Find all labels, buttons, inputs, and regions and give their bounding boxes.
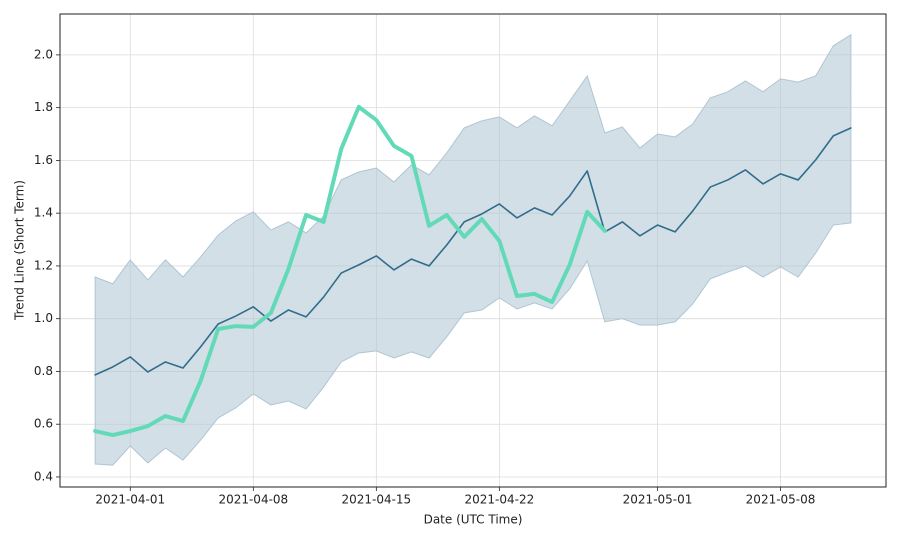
- x-tick-label: 2021-05-01: [623, 493, 693, 507]
- x-tick-label: 2021-04-08: [218, 493, 288, 507]
- line: [93, 104, 607, 438]
- plot-frame: [59, 13, 887, 488]
- y-tick-label: 1.8: [34, 100, 53, 114]
- line: [94, 127, 852, 376]
- x-tick-label: 2021-05-08: [746, 493, 816, 507]
- y-tick-label: 0.6: [34, 417, 53, 431]
- y-tick-label: 0.4: [34, 469, 53, 483]
- y-tick-label: 1.4: [34, 206, 53, 220]
- y-tick-label: 0.8: [34, 364, 53, 378]
- x-tick-label: 2021-04-15: [341, 493, 411, 507]
- x-tick-label: 2021-04-01: [95, 493, 165, 507]
- confidence-band: [94, 33, 852, 466]
- x-axis-label: Date (UTC Time): [424, 513, 523, 527]
- y-tick-label: 1.6: [34, 153, 53, 167]
- y-tick-label: 1.0: [34, 311, 53, 325]
- x-tick-label: 2021-04-22: [464, 493, 534, 507]
- y-axis-label: Trend Line (Short Term): [13, 180, 27, 321]
- y-tick-label: 1.2: [34, 258, 53, 272]
- y-tick-label: 2.0: [34, 47, 53, 61]
